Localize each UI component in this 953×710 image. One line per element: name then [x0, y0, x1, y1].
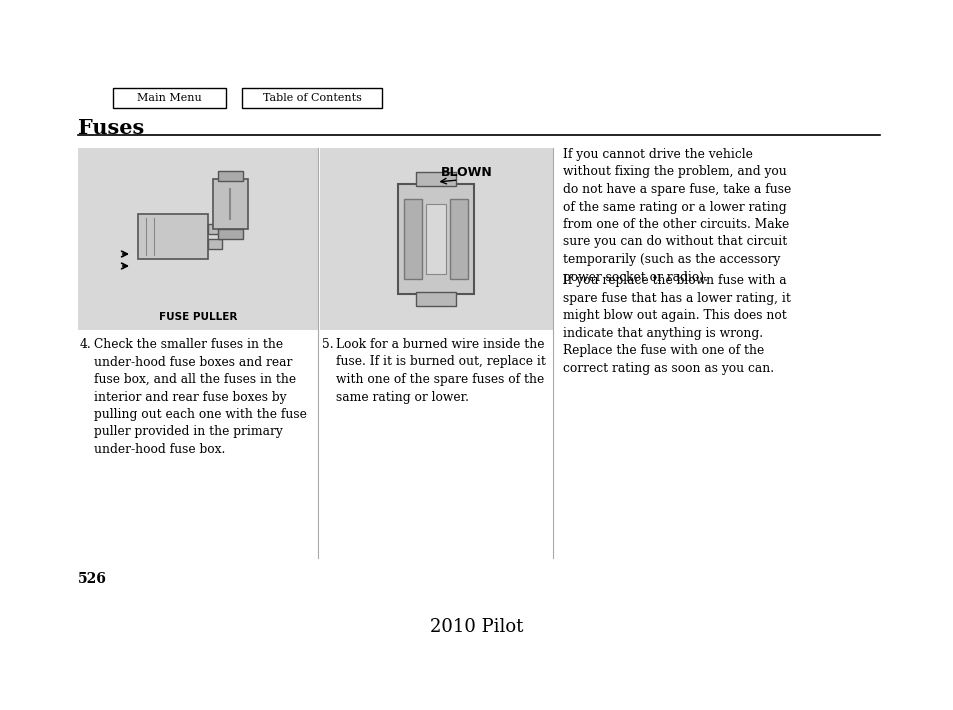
Bar: [78, 148, 317, 330]
Bar: [450, 199, 468, 279]
Text: 2010 Pilot: 2010 Pilot: [430, 618, 523, 636]
Text: Check the smaller fuses in the
under-hood fuse boxes and rear
fuse box, and all : Check the smaller fuses in the under-hoo…: [94, 338, 307, 456]
Text: Main Menu: Main Menu: [137, 93, 202, 103]
Text: If you replace the blown fuse with a
spare fuse that has a lower rating, it
migh: If you replace the blown fuse with a spa…: [562, 274, 790, 375]
Bar: [416, 172, 456, 186]
Text: Fuses: Fuses: [78, 118, 144, 138]
Text: Table of Contents: Table of Contents: [262, 93, 361, 103]
Bar: [218, 171, 243, 181]
Bar: [426, 204, 446, 274]
Text: If you cannot drive the vehicle
without fixing the problem, and you
do not have : If you cannot drive the vehicle without …: [562, 148, 790, 283]
Bar: [416, 292, 456, 306]
Bar: [138, 214, 208, 259]
Bar: [319, 148, 553, 330]
Text: 5.: 5.: [322, 338, 334, 351]
Bar: [404, 199, 422, 279]
Bar: [218, 229, 243, 239]
Text: 526: 526: [78, 572, 107, 586]
Bar: [242, 88, 381, 108]
Text: FUSE PULLER: FUSE PULLER: [158, 312, 237, 322]
Bar: [112, 88, 226, 108]
Text: BLOWN: BLOWN: [440, 166, 492, 179]
Bar: [208, 239, 222, 249]
Bar: [398, 184, 474, 294]
Text: 4.: 4.: [80, 338, 91, 351]
Text: Look for a burned wire inside the
fuse. If it is burned out, replace it
with one: Look for a burned wire inside the fuse. …: [335, 338, 545, 403]
Bar: [208, 224, 222, 234]
Bar: [213, 179, 248, 229]
